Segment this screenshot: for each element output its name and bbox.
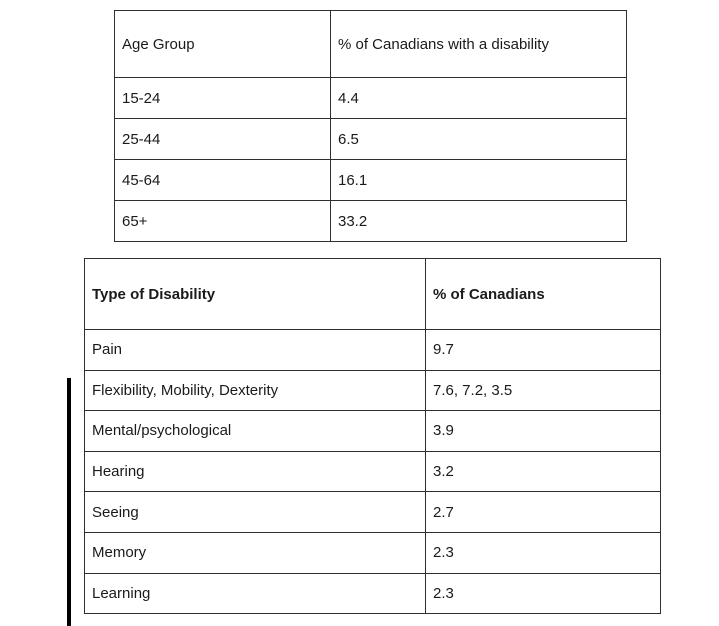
table-row: 15-24 4.4 (114, 77, 627, 119)
table-row: Learning 2.3 (84, 572, 661, 615)
disability-type-cell: Memory (84, 531, 426, 574)
table-header-row: Type of Disability % of Canadians (84, 258, 661, 330)
table-row: Pain 9.7 (84, 329, 661, 371)
age-group-cell: 15-24 (114, 77, 331, 119)
column-header-percent-disability: % of Canadians with a disability (330, 10, 627, 78)
percent-cell: 4.4 (330, 77, 627, 119)
disability-type-cell: Pain (84, 329, 426, 371)
percent-cell: 33.2 (330, 200, 627, 242)
percent-cell: 3.2 (425, 450, 661, 493)
column-header-percent-canadians: % of Canadians (425, 258, 661, 330)
age-group-cell: 25-44 (114, 118, 331, 160)
disability-type-cell: Seeing (84, 491, 426, 533)
percent-cell: 3.9 (425, 410, 661, 452)
table-row: Hearing 3.2 (84, 450, 661, 493)
disability-type-cell: Flexibility, Mobility, Dexterity (84, 369, 426, 412)
disability-type-cell: Hearing (84, 450, 426, 493)
disability-type-cell: Mental/psychological (84, 410, 426, 452)
percent-cell: 16.1 (330, 159, 627, 201)
percent-cell: 2.3 (425, 531, 661, 574)
age-group-disability-table: Age Group % of Canadians with a disabili… (114, 10, 627, 242)
age-group-cell: 65+ (114, 200, 331, 242)
table-row: Seeing 2.7 (84, 491, 661, 533)
revision-change-bar (67, 378, 71, 626)
percent-cell: 6.5 (330, 118, 627, 160)
table-row: Memory 2.3 (84, 531, 661, 574)
table-row: 65+ 33.2 (114, 200, 627, 242)
percent-cell: 9.7 (425, 329, 661, 371)
age-group-cell: 45-64 (114, 159, 331, 201)
table-row: 45-64 16.1 (114, 159, 627, 201)
disability-type-cell: Learning (84, 572, 426, 615)
table-header-row: Age Group % of Canadians with a disabili… (114, 10, 627, 78)
percent-cell: 2.3 (425, 572, 661, 615)
table-row: Flexibility, Mobility, Dexterity 7.6, 7.… (84, 369, 661, 412)
percent-cell: 7.6, 7.2, 3.5 (425, 369, 661, 412)
column-header-disability-type: Type of Disability (84, 258, 426, 330)
disability-type-table: Type of Disability % of Canadians Pain 9… (84, 258, 661, 615)
table-row: 25-44 6.5 (114, 118, 627, 160)
column-header-age-group: Age Group (114, 10, 331, 78)
table-row: Mental/psychological 3.9 (84, 410, 661, 452)
percent-cell: 2.7 (425, 491, 661, 533)
